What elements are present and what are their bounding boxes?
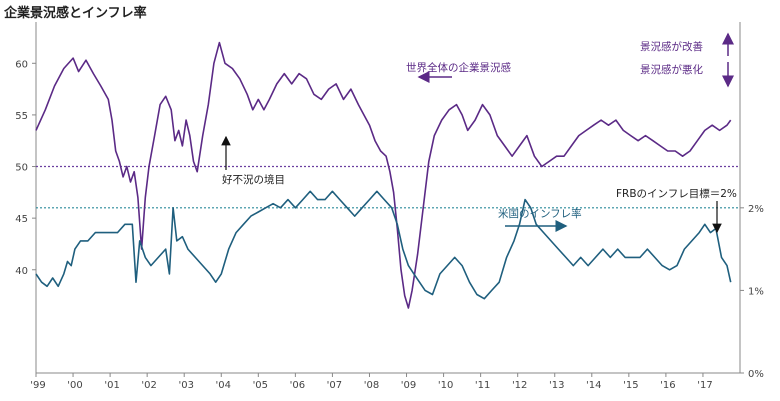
left-tick-label: 45 [15, 214, 28, 225]
left-tick-label: 40 [15, 266, 28, 277]
x-tick-label: '15 [623, 380, 638, 391]
x-tick-label: '99 [30, 380, 45, 391]
left-tick-label: 50 [15, 163, 28, 174]
x-tick-label: '12 [512, 380, 527, 391]
left-tick-label: 55 [15, 111, 28, 122]
x-tick-label: '11 [475, 380, 490, 391]
x-tick-label: '16 [660, 380, 675, 391]
x-tick-label: '03 [178, 380, 193, 391]
x-tick-label: '00 [67, 380, 82, 391]
x-tick-label: '02 [141, 380, 156, 391]
worsen-label: 景況感が悪化 [640, 63, 703, 76]
x-tick-label: '01 [104, 380, 119, 391]
x-tick-label: '07 [327, 380, 342, 391]
right-tick-label: 2% [748, 204, 764, 215]
chart-title: 企業景況感とインフレ率 [4, 6, 147, 21]
pmi-label: 世界全体の企業景況感 [406, 61, 511, 74]
left-axis-ticks: 40 45 50 55 60 [15, 59, 36, 277]
cpi-label: 米国のインフレ率 [498, 207, 582, 220]
right-axis-ticks: 0% 1% 2% [740, 204, 764, 380]
series-lines [35, 41, 732, 309]
x-tick-label: '06 [290, 380, 305, 391]
improve-label: 景況感が改善 [640, 40, 703, 53]
x-axis-ticks: '99 '00 '01 '02 '03 '04 '05 '06 '07 '08 '09 '10 '11 '… [30, 373, 713, 391]
pmi-series-line [35, 41, 732, 309]
right-tick-label: 1% [748, 286, 764, 297]
target-label: FRBのインフレ目標＝2% [616, 187, 737, 200]
x-tick-label: '04 [216, 380, 231, 391]
right-tick-label: 0% [748, 369, 764, 380]
x-tick-label: '08 [364, 380, 379, 391]
x-tick-label: '10 [438, 380, 453, 391]
x-tick-label: '05 [253, 380, 268, 391]
x-tick-label: '17 [697, 380, 712, 391]
x-tick-label: '09 [401, 380, 416, 391]
x-tick-label: '13 [549, 380, 564, 391]
left-tick-label: 60 [15, 59, 28, 70]
threshold-label: 好不況の境目 [222, 173, 285, 186]
annotations: 世界全体の企業景況感 米国のインフレ率 好不況の境目 FRBのインフレ目標＝2%… [221, 32, 737, 234]
inflation-series-line [35, 190, 732, 300]
x-tick-label: '14 [586, 380, 601, 391]
